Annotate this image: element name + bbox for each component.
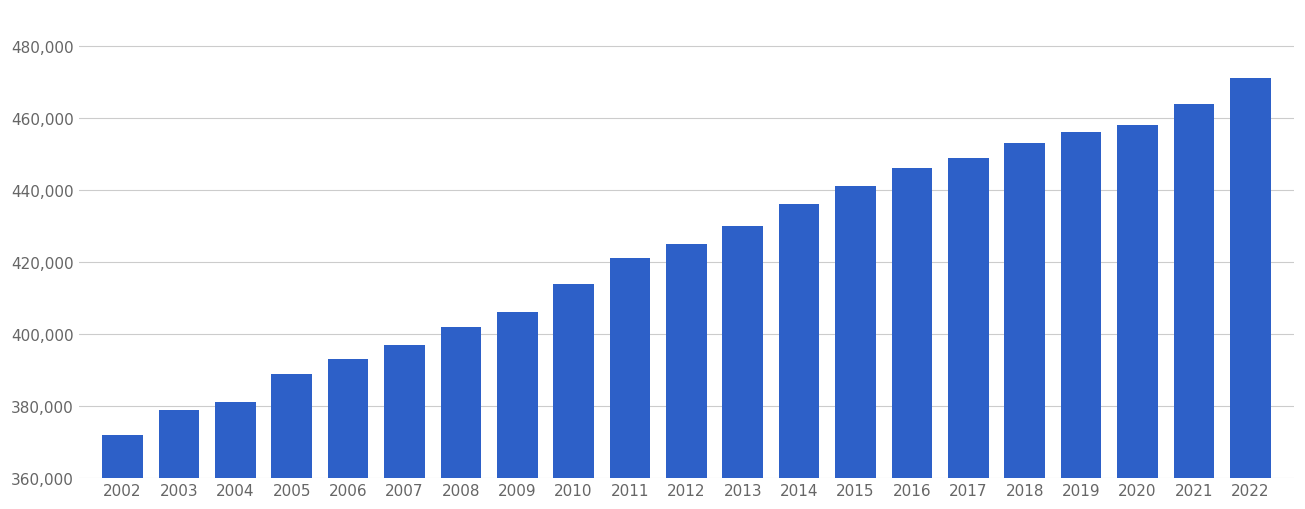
Bar [723, 227, 763, 478]
Bar [328, 359, 368, 478]
Bar [215, 403, 256, 478]
Bar [666, 245, 707, 478]
Bar [1229, 79, 1271, 478]
Bar [1005, 144, 1045, 478]
Bar [609, 259, 650, 478]
Bar [271, 374, 312, 478]
Bar [441, 327, 482, 478]
Bar [553, 284, 594, 478]
Bar [1173, 104, 1214, 478]
Bar [497, 313, 538, 478]
Bar [779, 205, 820, 478]
Bar [1061, 133, 1101, 478]
Bar [1117, 126, 1158, 478]
Bar [891, 169, 932, 478]
Bar [947, 158, 989, 478]
Bar [159, 410, 200, 478]
Bar [835, 187, 876, 478]
Bar [384, 345, 424, 478]
Bar [102, 435, 142, 478]
